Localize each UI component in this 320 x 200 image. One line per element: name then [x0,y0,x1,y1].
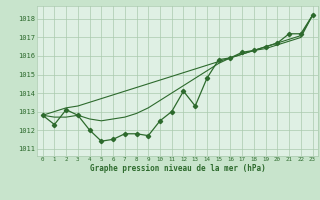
X-axis label: Graphe pression niveau de la mer (hPa): Graphe pression niveau de la mer (hPa) [90,164,266,173]
